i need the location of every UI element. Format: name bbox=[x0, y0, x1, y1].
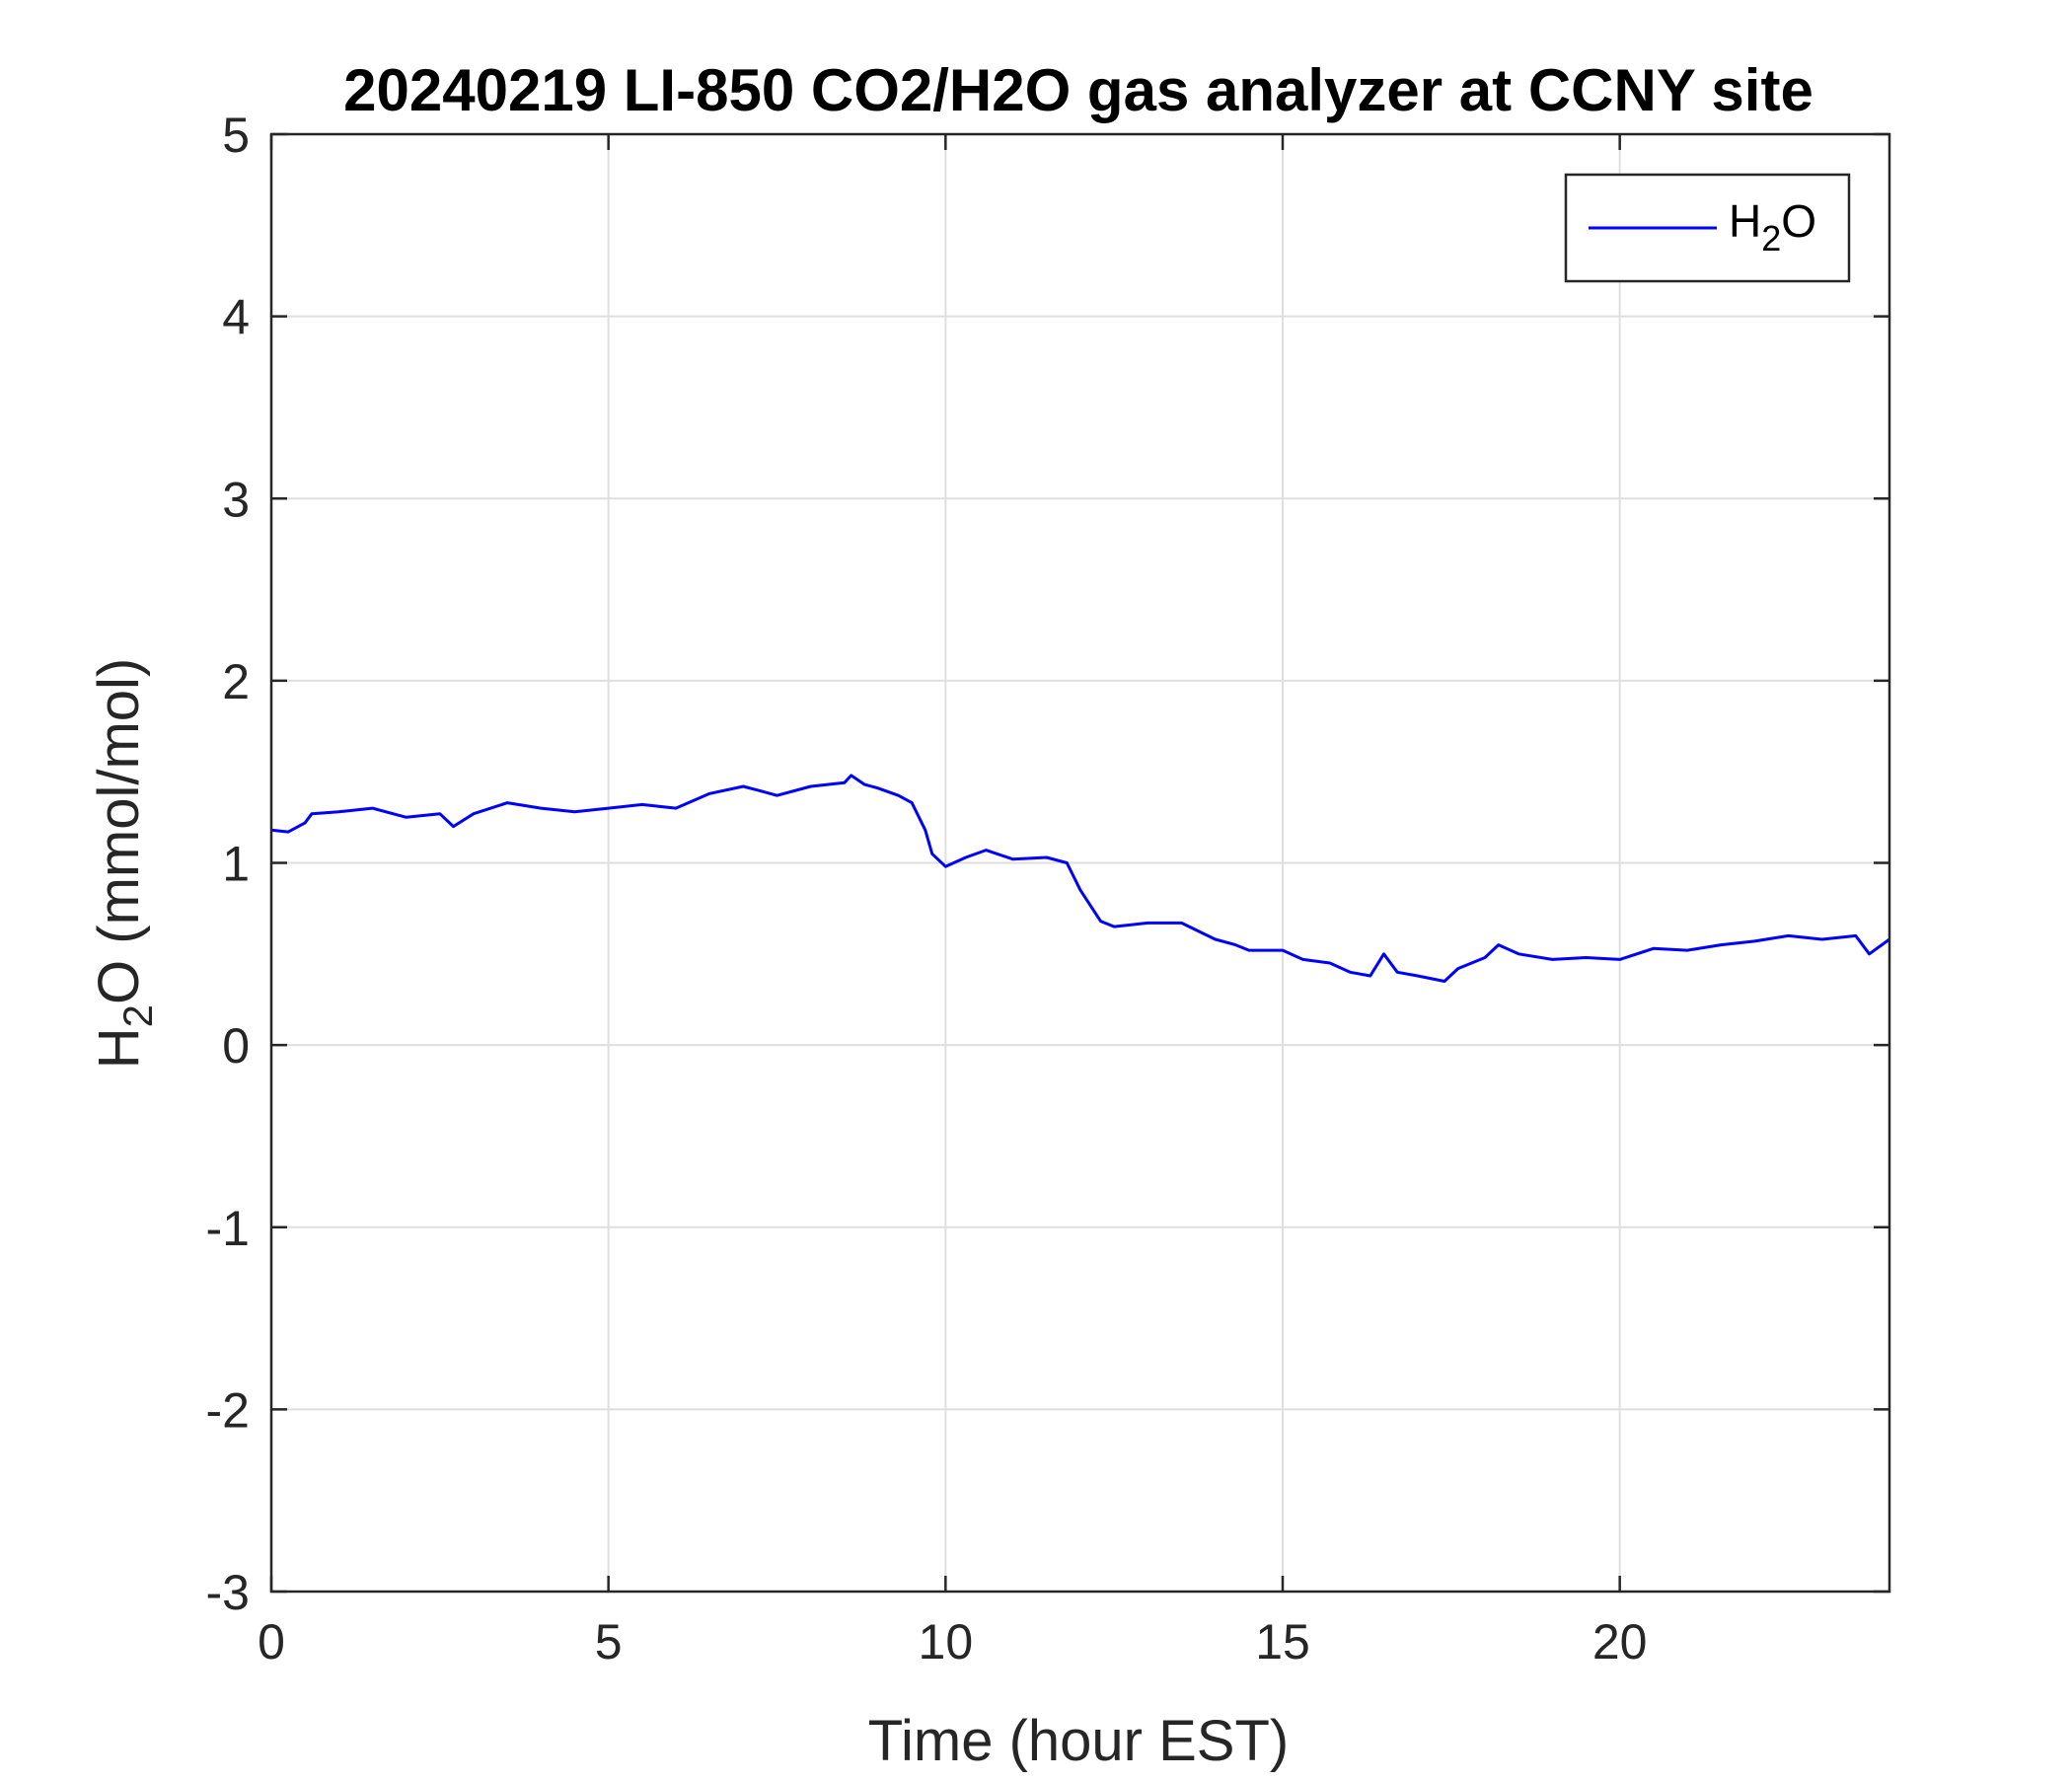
x-tick-label: 0 bbox=[258, 1614, 285, 1670]
series-layer bbox=[270, 774, 1890, 983]
y-tick-label: -1 bbox=[206, 1201, 250, 1256]
y-axis-label-main: H bbox=[87, 1027, 151, 1069]
x-tick-label: 5 bbox=[595, 1614, 623, 1670]
y-tick-label: 3 bbox=[222, 472, 250, 527]
legend-label-h2o: H2O bbox=[1729, 195, 1816, 259]
x-tick-label: 10 bbox=[919, 1614, 974, 1670]
x-tick-label: 20 bbox=[1592, 1614, 1648, 1670]
y-tick-label: 5 bbox=[222, 108, 250, 163]
series-line-h2o bbox=[270, 774, 1890, 983]
chart-title: 20240219 LI-850 CO2/H2O gas analyzer at … bbox=[343, 57, 1813, 123]
y-axis-label-rest: O (mmol/mol) bbox=[87, 658, 151, 1004]
y-tick-label: 2 bbox=[222, 654, 250, 709]
legend-label-subscript: 2 bbox=[1761, 218, 1781, 259]
y-tick-label: -3 bbox=[206, 1565, 250, 1620]
x-tick-label: 15 bbox=[1255, 1614, 1310, 1670]
y-axis-label: H2O (mmol/mol) bbox=[87, 658, 161, 1069]
y-tick-label: 4 bbox=[222, 290, 250, 345]
legend-label-rest: O bbox=[1781, 195, 1816, 247]
y-tick-label: 1 bbox=[222, 837, 250, 892]
x-axis-label: Time (hour EST) bbox=[868, 1709, 1289, 1773]
y-tick-label: -2 bbox=[206, 1382, 250, 1438]
y-axis-label-subscript: 2 bbox=[114, 1004, 161, 1027]
legend-label-main: H bbox=[1729, 195, 1761, 247]
y-tick-label: 0 bbox=[222, 1018, 250, 1074]
legend: H2O bbox=[1564, 173, 1851, 283]
axis-ticks: 0 5 10 15 20 -3 -2 -1 0 1 2 3 4 5 bbox=[206, 108, 1889, 1670]
